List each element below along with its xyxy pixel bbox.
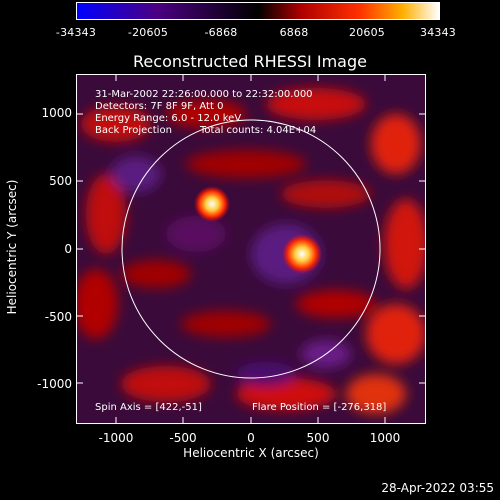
y-tick-label: 0 [64, 242, 72, 256]
x-tick-label: -500 [169, 431, 197, 445]
colorbar [76, 2, 440, 20]
axis-ticks [76, 74, 426, 424]
y-tick-label: -1000 [37, 377, 72, 391]
x-tick-label: -1000 [98, 431, 134, 445]
observation-info: 31-Mar-2002 22:26:00.000 to 22:32:00.000… [95, 89, 313, 137]
x-tick-label: 500 [306, 431, 330, 445]
colorbar-tick-label: 34343 [420, 26, 456, 39]
info-energy-range: Energy Range: 6.0 - 12.0 keV [95, 113, 242, 124]
generation-timestamp: 28-Apr-2022 03:55 [381, 481, 494, 495]
x-axis-label: Heliocentric X (arcsec) [183, 446, 319, 460]
x-tick-label: 0 [247, 431, 255, 445]
info-method: Back Projection [95, 125, 172, 136]
info-time-range: 31-Mar-2002 22:26:00.000 to 22:32:00.000 [95, 89, 313, 100]
colorbar-tick-label: -6868 [204, 26, 238, 39]
y-axis-label: Heliocentric Y (arcsec) [5, 179, 19, 315]
image-structure [76, 88, 426, 414]
colorbar-tick-label: -34343 [55, 26, 97, 39]
rhessi-image [76, 74, 426, 424]
colorbar-tick-label: 20605 [349, 26, 385, 39]
source-blob [282, 234, 322, 274]
y-tick-label: 1000 [41, 106, 72, 120]
y-tick-label: 500 [49, 174, 72, 188]
colorbar-tick-label: -20605 [127, 26, 169, 39]
x-tick-label: 1000 [369, 431, 401, 445]
source-blob [194, 186, 230, 222]
info-spin-axis: Spin Axis = [422,-51] [95, 402, 202, 413]
solar-limb-circle [121, 119, 381, 379]
info-detectors: Detectors: 7F 8F 9F, Att 0 [95, 101, 224, 112]
y-tick-label: -500 [44, 310, 72, 324]
plot-title: Reconstructed RHESSI Image [133, 52, 367, 71]
info-flare-position: Flare Position = [-276,318] [252, 402, 387, 413]
info-total-counts: Total counts: 4.04E+04 [200, 125, 317, 136]
colorbar-tick-label: 6868 [279, 26, 309, 39]
